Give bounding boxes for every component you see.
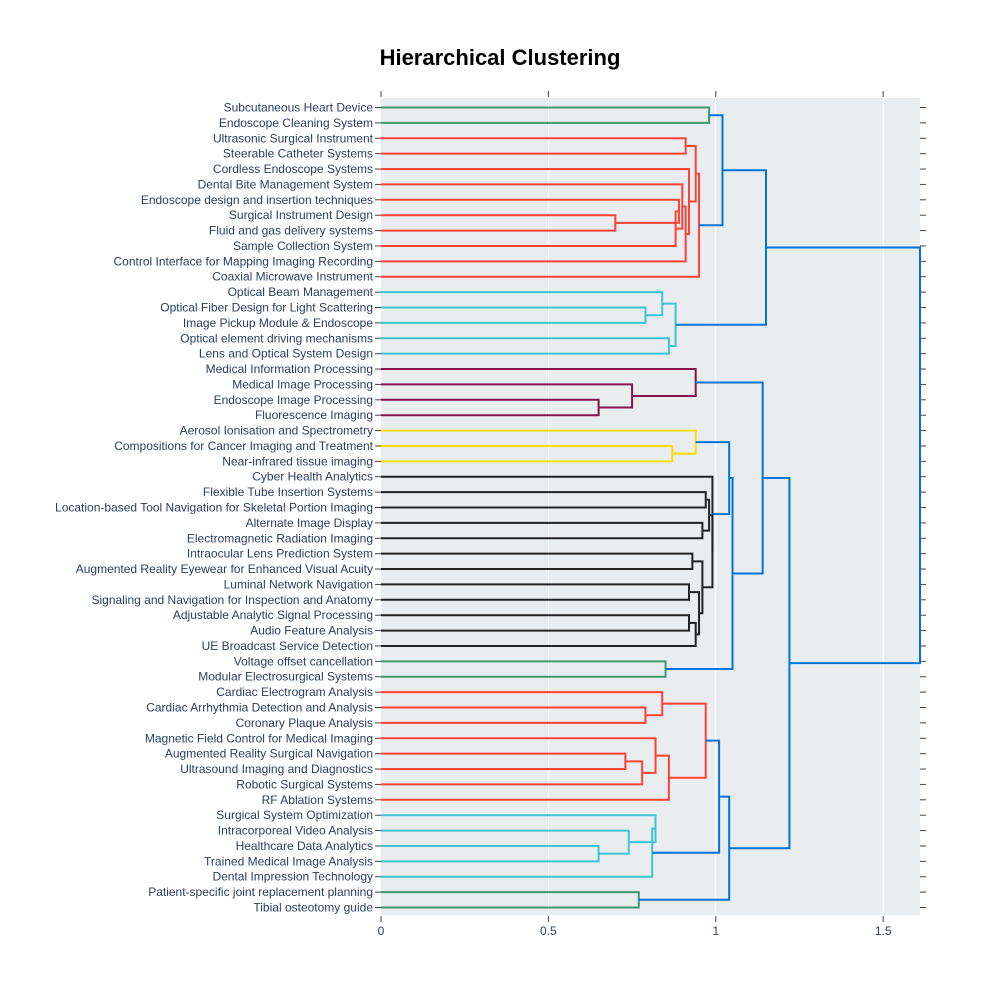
leaf-label: Optical Beam Management xyxy=(228,285,374,299)
leaf-label: Cardiac Arrhythmia Detection and Analysi… xyxy=(146,701,373,715)
dendrogram-link xyxy=(381,491,707,509)
dendrogram-link xyxy=(381,691,664,717)
leaf-label: Ultrasonic Surgical Instrument xyxy=(213,131,374,145)
leaf-label: Sample Collection System xyxy=(233,239,373,253)
leaf-label: Augmented Reality Surgical Navigation xyxy=(165,747,373,761)
leaf-label: Optical Fiber Design for Light Scatterin… xyxy=(160,301,373,315)
dendrogram-link xyxy=(699,114,724,227)
dendrogram-link xyxy=(381,814,657,844)
leaf-label: Flexible Tube Insertion Systems xyxy=(203,485,373,499)
dendrogram-link xyxy=(381,291,664,317)
leaf-label: Lens and Optical System Design xyxy=(199,347,373,361)
chart-title: Hierarchical Clustering xyxy=(380,45,621,70)
leaf-label: Image Pickup Module & Endoscope xyxy=(183,316,373,330)
leaf-label: Cardiac Electrogram Analysis xyxy=(216,685,373,699)
leaf-label: Dental Impression Technology xyxy=(212,870,373,884)
leaf-label: Patient-specific joint replacement plann… xyxy=(148,885,373,899)
leaf-label: UE Broadcast Service Detection xyxy=(202,639,373,653)
leaf-label: Steerable Catheter Systems xyxy=(223,147,373,161)
leaf-label: Audio Feature Analysis xyxy=(250,624,373,638)
leaf-label: Coronary Plaque Analysis xyxy=(236,716,373,730)
leaf-label: Tibial osteotomy guide xyxy=(253,901,373,915)
leaf-label: Intracorporeal Video Analysis xyxy=(218,824,373,838)
leaf-label: Electromagnetic Radiation Imaging xyxy=(187,531,373,545)
x-tick-label: 1 xyxy=(712,924,719,938)
leaf-label: Adjustable Analytic Signal Processing xyxy=(173,608,373,622)
leaf-label: Fluid and gas delivery systems xyxy=(209,224,373,238)
dendrogram-link xyxy=(381,183,684,230)
leaf-label: Optical element driving mechanisms xyxy=(180,331,373,345)
leaf-label: Signaling and Navigation for Inspection … xyxy=(91,593,373,607)
dendrogram-link xyxy=(381,205,687,263)
dendrogram-link xyxy=(381,306,647,324)
leaf-label: Luminal Network Navigation xyxy=(224,577,373,591)
leaf-label: Control Interface for Mapping Imaging Re… xyxy=(114,254,373,268)
dendrogram-link xyxy=(662,702,707,779)
leaf-label: Alternate Image Display xyxy=(246,516,373,530)
leaf-label: Modular Electrosurgical Systems xyxy=(198,670,373,684)
leaf-label: Endoscope design and insertion technique… xyxy=(141,193,373,207)
x-axis-tick-labels: 0 0.5 1 1.5 xyxy=(378,924,892,938)
leaf-label: Near-infrared tissue imaging xyxy=(222,454,373,468)
leaf-label: Trained Medical Image Analysis xyxy=(204,854,373,868)
dendrogram-link xyxy=(381,829,630,855)
axis-ticks xyxy=(375,91,926,922)
dendrogram-link xyxy=(381,706,647,724)
x-tick-label: 1.5 xyxy=(875,924,892,938)
dendrogram-link xyxy=(692,560,704,615)
dendrogram-link xyxy=(652,739,721,854)
leaf-label: Magnetic Field Control for Medical Imagi… xyxy=(145,731,373,745)
dendrogram-link xyxy=(381,172,701,278)
dendrogram-link xyxy=(689,591,701,636)
leaf-label: Cyber Health Analytics xyxy=(252,470,373,484)
leaf-label: Cordless Endoscope Systems xyxy=(213,162,373,176)
dendrogram-link xyxy=(381,752,627,771)
dendrogram-link xyxy=(381,760,644,786)
dendrogram-link xyxy=(381,137,687,155)
dendrogram-link xyxy=(766,246,921,665)
leaf-label: RF Ablation Systems xyxy=(262,793,373,807)
dendrogram-link xyxy=(381,475,714,552)
leaf-label: Healthcare Data Analytics xyxy=(236,839,373,853)
leaf-label: Dental Bite Management System xyxy=(198,177,373,191)
leaf-label: Fluorescence Imaging xyxy=(255,408,373,422)
x-tick-label: 0 xyxy=(378,924,385,938)
dendrogram-link xyxy=(695,381,764,575)
dendrogram-link xyxy=(381,198,680,224)
dendrogram-links xyxy=(381,106,921,909)
x-tick-label: 0.5 xyxy=(540,924,557,938)
leaf-label: Augmented Reality Eyewear for Enhanced V… xyxy=(76,562,373,576)
leaf-label: Surgical Instrument Design xyxy=(229,208,373,222)
leaf-label: Intraocular Lens Prediction System xyxy=(187,547,373,561)
leaf-label: Endoscope Image Processing xyxy=(214,393,373,407)
leaf-label: Surgical System Optimization xyxy=(216,808,373,822)
leaf-label: Coaxial Microwave Instrument xyxy=(212,270,373,284)
leaf-label: Voltage offset cancellation xyxy=(234,654,373,668)
leaf-label: Aerosol Ionisation and Spectrometry xyxy=(180,424,373,438)
leaf-label: Subcutaneous Heart Device xyxy=(224,101,374,115)
leaf-label: Location-based Tool Navigation for Skele… xyxy=(55,501,373,515)
leaf-label: Medical Image Processing xyxy=(232,377,373,391)
dendrogram-link xyxy=(381,521,704,540)
dendrogram-link xyxy=(381,660,667,678)
leaf-label: Compositions for Cancer Imaging and Trea… xyxy=(114,439,373,453)
leaf-label: Medical Information Processing xyxy=(206,362,373,376)
leaf-label: Ultrasound Imaging and Diagnostics xyxy=(180,762,373,776)
leaf-label: Endoscope Cleaning System xyxy=(219,116,373,130)
leaf-label: Robotic Surgical Systems xyxy=(236,777,373,791)
